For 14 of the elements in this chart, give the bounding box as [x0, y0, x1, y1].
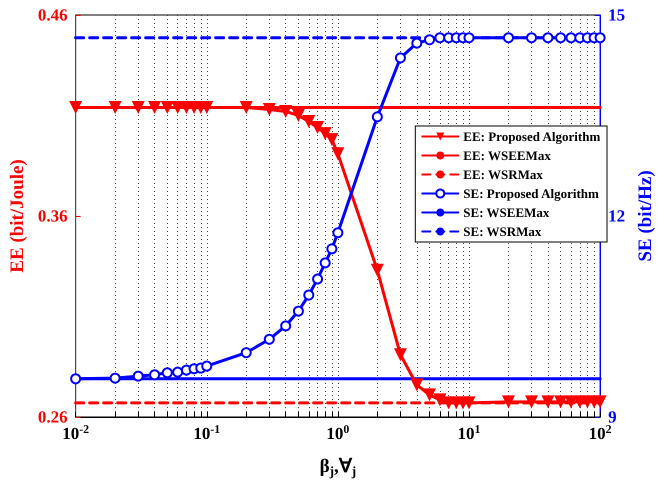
y-tick-label: 0.36: [38, 206, 68, 226]
legend-label: SE: Proposed Algorithm: [463, 186, 600, 201]
y2-tick-label: 9: [608, 408, 617, 426]
legend-label: EE: Proposed Algorithm: [463, 129, 600, 144]
y2-tick-label: 12: [608, 206, 626, 226]
y2-axis-title: SE (bit/Hz): [635, 170, 656, 262]
legend-label: SE: WSRMax: [463, 224, 542, 239]
legend-label: EE: WSRMax: [463, 167, 544, 182]
y-tick-label: 0.46: [38, 6, 68, 24]
y2-tick-label: 15: [608, 6, 626, 24]
y-tick-label: 0.26: [38, 408, 68, 426]
legend-label: SE: WSEEMax: [463, 205, 550, 220]
y-axis-title: EE (bit/Joule): [7, 159, 28, 273]
legend-label: EE: WSEEMax: [463, 148, 552, 163]
